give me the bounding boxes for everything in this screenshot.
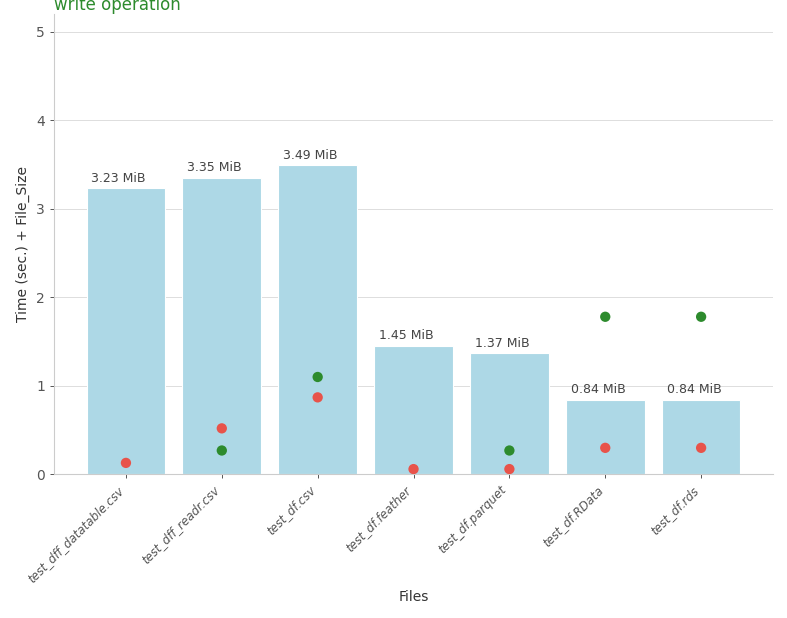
Bar xyxy=(87,188,165,475)
Text: 0.84 MiB: 0.84 MiB xyxy=(571,384,626,397)
Bar xyxy=(566,400,645,475)
Point xyxy=(120,458,132,468)
X-axis label: Files: Files xyxy=(398,590,429,604)
Text: 1.45 MiB: 1.45 MiB xyxy=(379,329,434,342)
Bar xyxy=(183,178,261,475)
Y-axis label: Time (sec.) + File_Size: Time (sec.) + File_Size xyxy=(17,166,31,322)
Point xyxy=(216,423,228,433)
Text: 3.35 MiB: 3.35 MiB xyxy=(187,161,242,174)
Bar xyxy=(279,166,357,475)
Point xyxy=(695,443,708,453)
Point xyxy=(599,443,611,453)
Point xyxy=(216,446,228,455)
Point xyxy=(503,464,515,474)
Text: 3.23 MiB: 3.23 MiB xyxy=(91,172,146,185)
Point xyxy=(599,312,611,322)
Point xyxy=(695,312,708,322)
Point xyxy=(503,446,515,455)
Text: 0.84 MiB: 0.84 MiB xyxy=(667,384,722,397)
Text: 3.49 MiB: 3.49 MiB xyxy=(283,149,338,162)
Bar xyxy=(470,353,549,475)
Text: 1.37 MiB: 1.37 MiB xyxy=(475,337,530,350)
Point xyxy=(407,464,419,474)
Bar xyxy=(662,400,741,475)
Point xyxy=(312,372,324,382)
Point xyxy=(312,392,324,402)
Text: write operation: write operation xyxy=(54,0,181,14)
Bar xyxy=(375,346,453,475)
